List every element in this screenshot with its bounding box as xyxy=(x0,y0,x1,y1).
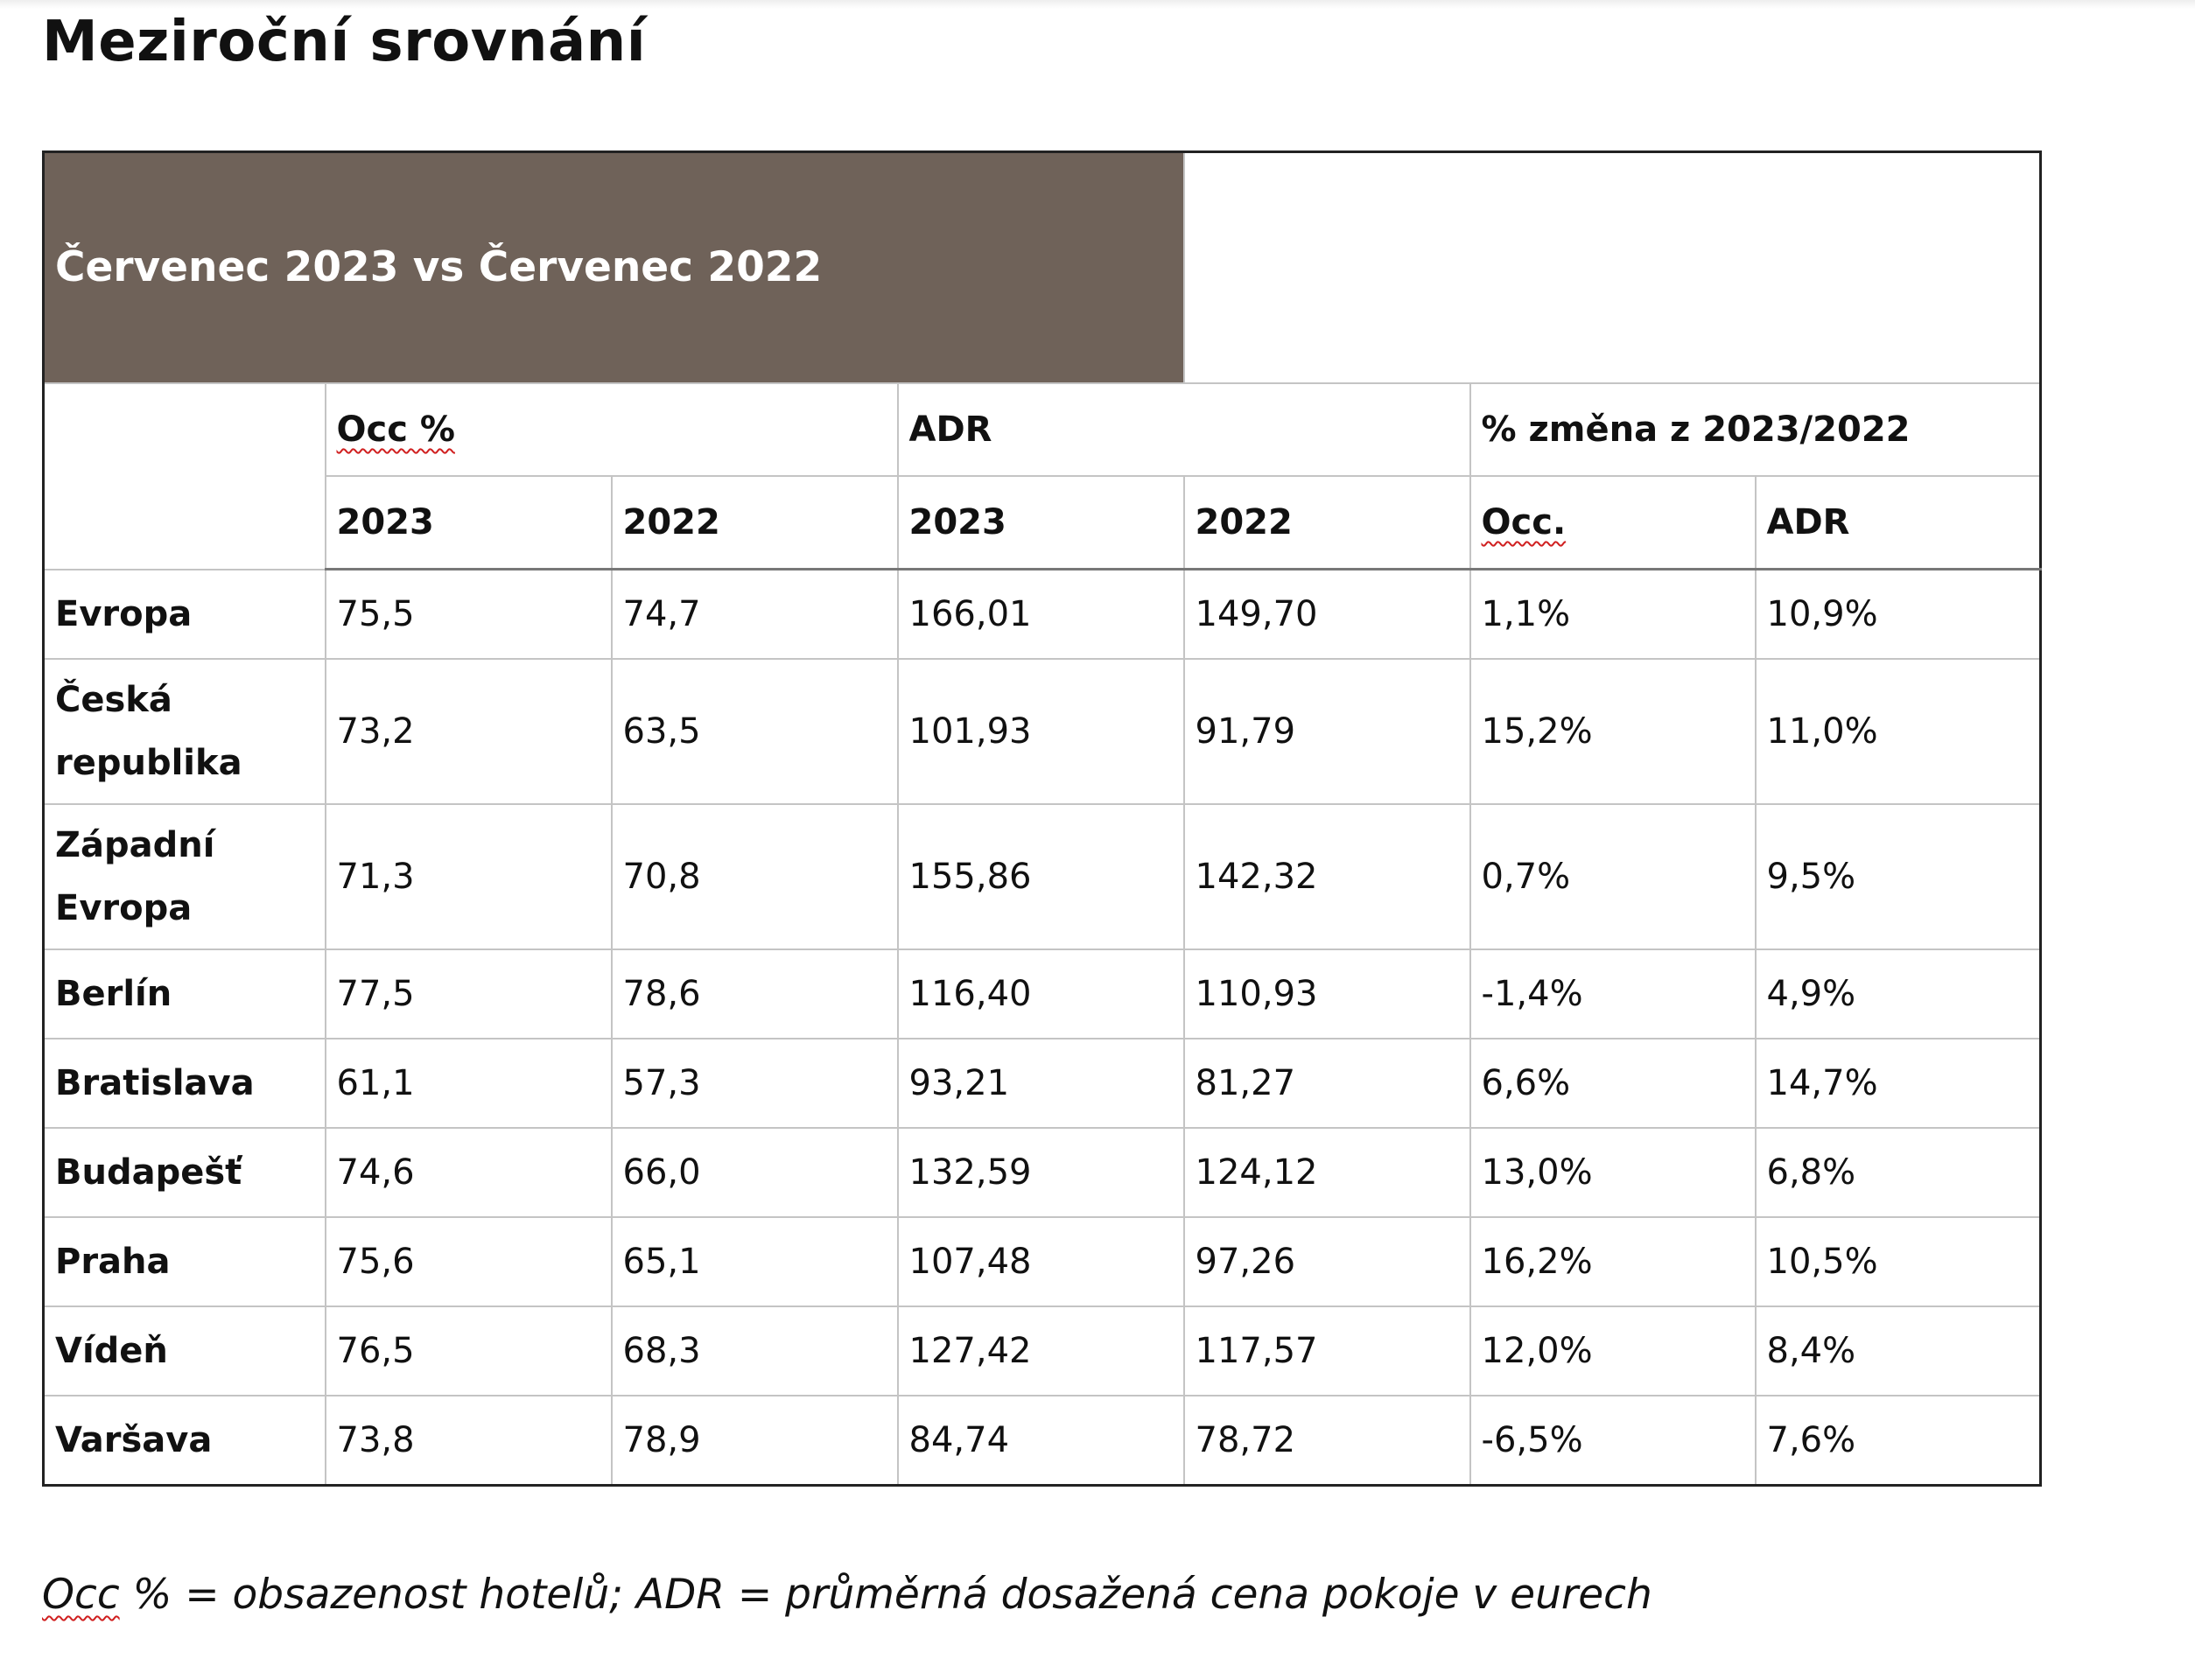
sub-header-occ-2022: 2022 xyxy=(610,475,899,570)
table-row: Vídeň 76,5 68,3 127,42 117,57 12,0% 8,4% xyxy=(42,1306,2042,1396)
value-cell-adr-2023: 116,40 xyxy=(896,948,1185,1040)
value-cell-adr-2022: 91,79 xyxy=(1182,658,1471,805)
value-cell-adr-2022: 142,32 xyxy=(1182,803,1471,950)
sub-header-adr-2022: 2022 xyxy=(1182,475,1471,570)
value-cell-adr-2022: 78,72 xyxy=(1182,1395,1471,1487)
value-cell-adr-2023: 101,93 xyxy=(896,658,1185,805)
value-cell-occ-2023: 73,2 xyxy=(324,658,613,805)
value-cell-occ-2023: 75,6 xyxy=(324,1216,613,1307)
value-cell-adr-2023: 93,21 xyxy=(896,1038,1185,1129)
region-name-cell: Vídeň xyxy=(42,1306,326,1396)
value-cell-chg-occ: 12,0% xyxy=(1469,1306,1757,1396)
region-name-cell: Česká republika xyxy=(42,658,326,805)
value-cell-chg-occ: 0,7% xyxy=(1469,803,1757,950)
value-cell-chg-occ: 6,6% xyxy=(1469,1038,1757,1129)
region-name-cell: Praha xyxy=(42,1216,326,1307)
value-cell-chg-occ: 15,2% xyxy=(1469,658,1757,805)
comparison-table: Červenec 2023 vs Červenec 2022 Occ % ADR… xyxy=(42,150,2043,1487)
sub-header-row: 2023 2022 2023 2022 Occ. ADR xyxy=(44,475,2042,570)
value-cell-chg-adr: 11,0% xyxy=(1754,658,2042,805)
region-name-cell: Západní Evropa xyxy=(42,803,326,950)
sub-header-occ-2023: 2023 xyxy=(324,475,613,570)
region-header-cell xyxy=(42,382,326,570)
table-row: Praha 75,6 65,1 107,48 97,26 16,2% 10,5% xyxy=(42,1216,2042,1307)
value-cell-chg-adr: 6,8% xyxy=(1754,1127,2042,1218)
footnote: Occ % = obsazenost hotelů; ADR = průměrn… xyxy=(42,1564,1652,1626)
table-row: Varšava 73,8 78,9 84,74 78,72 -6,5% 7,6% xyxy=(42,1395,2042,1487)
footnote-occ-term: Occ xyxy=(42,1571,120,1619)
value-cell-adr-2023: 132,59 xyxy=(896,1127,1185,1218)
value-cell-chg-occ: -1,4% xyxy=(1469,948,1757,1040)
region-name-cell: Bratislava xyxy=(42,1038,326,1129)
value-cell-occ-2022: 70,8 xyxy=(610,803,899,950)
footnote-text: % = obsazenost hotelů; ADR = průměrná do… xyxy=(119,1571,1652,1619)
value-cell-adr-2022: 149,70 xyxy=(1182,568,1471,660)
sub-header-change-adr: ADR xyxy=(1754,475,2042,570)
value-cell-chg-occ: 16,2% xyxy=(1469,1216,1757,1307)
region-name-cell: Evropa xyxy=(42,568,326,660)
change-group-header: % změna z 2023/2022 xyxy=(1469,382,2042,477)
table-row: Česká republika 73,2 63,5 101,93 91,79 15,2% 1… xyxy=(42,658,2042,805)
banner-row: Červenec 2023 vs Červenec 2022 xyxy=(42,150,2042,384)
value-cell-chg-occ: 13,0% xyxy=(1469,1127,1757,1218)
value-cell-occ-2022: 68,3 xyxy=(610,1306,899,1396)
value-cell-chg-occ: 1,1% xyxy=(1469,568,1757,660)
value-cell-chg-adr: 9,5% xyxy=(1754,803,2042,950)
value-cell-adr-2023: 166,01 xyxy=(896,568,1185,660)
value-cell-occ-2022: 65,1 xyxy=(610,1216,899,1307)
table-row: Evropa 75,5 74,7 166,01 149,70 1,1% 10,9% xyxy=(42,568,2042,660)
window-top-edge xyxy=(0,0,2195,9)
region-name-cell: Varšava xyxy=(42,1395,326,1487)
value-cell-occ-2022: 63,5 xyxy=(610,658,899,805)
value-cell-occ-2023: 74,6 xyxy=(324,1127,613,1218)
value-cell-adr-2022: 81,27 xyxy=(1182,1038,1471,1129)
value-cell-occ-2023: 76,5 xyxy=(324,1306,613,1396)
value-cell-adr-2022: 124,12 xyxy=(1182,1127,1471,1218)
adr-group-header: ADR xyxy=(896,382,1471,477)
value-cell-chg-adr: 14,7% xyxy=(1754,1038,2042,1129)
sub-header-change-occ-label: Occ. xyxy=(1481,502,1567,542)
value-cell-occ-2023: 61,1 xyxy=(324,1038,613,1129)
value-cell-adr-2023: 107,48 xyxy=(896,1216,1185,1307)
value-cell-adr-2023: 155,86 xyxy=(896,803,1185,950)
group-header-row: Occ % ADR % změna z 2023/2022 xyxy=(42,382,2042,570)
value-cell-chg-adr: 8,4% xyxy=(1754,1306,2042,1396)
value-cell-occ-2022: 74,7 xyxy=(610,568,899,660)
value-cell-chg-adr: 7,6% xyxy=(1754,1395,2042,1487)
sub-header-change-occ: Occ. xyxy=(1469,475,1757,570)
table-row: Budapešť 74,6 66,0 132,59 124,12 13,0% 6,8% xyxy=(42,1127,2042,1218)
sub-header-adr-2023: 2023 xyxy=(896,475,1185,570)
value-cell-chg-adr: 4,9% xyxy=(1754,948,2042,1040)
value-cell-occ-2022: 78,6 xyxy=(610,948,899,1040)
value-cell-chg-adr: 10,9% xyxy=(1754,568,2042,660)
value-cell-adr-2023: 127,42 xyxy=(896,1306,1185,1396)
value-cell-adr-2023: 84,74 xyxy=(896,1395,1185,1487)
value-cell-occ-2023: 75,5 xyxy=(324,568,613,660)
page-title: Meziroční srovnání xyxy=(42,10,647,74)
banner-blank-cell xyxy=(1182,150,2042,384)
value-cell-adr-2022: 97,26 xyxy=(1182,1216,1471,1307)
value-cell-occ-2022: 66,0 xyxy=(610,1127,899,1218)
occ-group-header: Occ % xyxy=(324,382,899,477)
region-name-cell: Budapešť xyxy=(42,1127,326,1218)
value-cell-occ-2022: 78,9 xyxy=(610,1395,899,1487)
value-cell-chg-occ: -6,5% xyxy=(1469,1395,1757,1487)
value-cell-occ-2022: 57,3 xyxy=(610,1038,899,1129)
value-cell-adr-2022: 110,93 xyxy=(1182,948,1471,1040)
banner-title: Červenec 2023 vs Červenec 2022 xyxy=(42,150,1185,384)
occ-group-header-label: Occ % xyxy=(336,410,455,450)
table-row: Bratislava 61,1 57,3 93,21 81,27 6,6% 14,7% xyxy=(42,1038,2042,1129)
value-cell-adr-2022: 117,57 xyxy=(1182,1306,1471,1396)
region-name-cell: Berlín xyxy=(42,948,326,1040)
value-cell-chg-adr: 10,5% xyxy=(1754,1216,2042,1307)
value-cell-occ-2023: 71,3 xyxy=(324,803,613,950)
table-row: Berlín 77,5 78,6 116,40 110,93 -1,4% 4,9% xyxy=(42,948,2042,1040)
table-row: Západní Evropa 71,3 70,8 155,86 142,32 0,7% 9,… xyxy=(42,803,2042,950)
value-cell-occ-2023: 73,8 xyxy=(324,1395,613,1487)
value-cell-occ-2023: 77,5 xyxy=(324,948,613,1040)
